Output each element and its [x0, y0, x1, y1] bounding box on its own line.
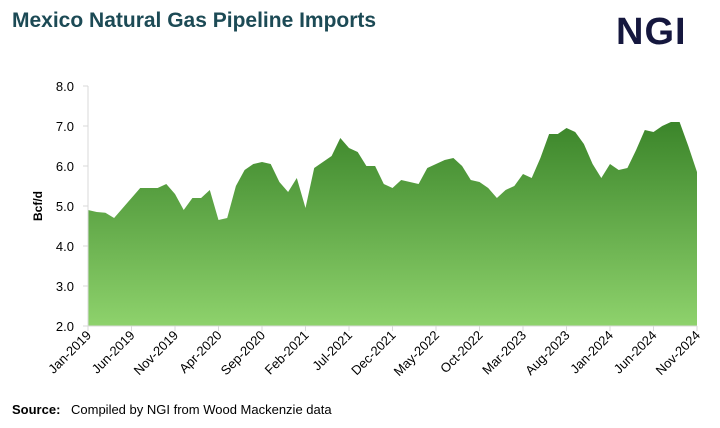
source-text: Compiled by NGI from Wood Mackenzie data [71, 402, 332, 417]
chart-title: Mexico Natural Gas Pipeline Imports [12, 9, 376, 32]
x-tick-label: Sep-2020 [218, 328, 268, 378]
x-tick-label: May-2022 [391, 328, 442, 379]
x-tick-label: Mar-2023 [479, 328, 529, 378]
logo: NGI [616, 11, 687, 53]
x-tick-label: Jan-2024 [567, 328, 616, 377]
y-tick-label: 3.0 [56, 279, 74, 294]
y-tick-label: 2.0 [56, 319, 74, 334]
y-tick-label: 5.0 [56, 199, 74, 214]
x-tick-label: Dec-2021 [348, 328, 398, 378]
x-tick-label: Apr-2020 [176, 328, 224, 376]
source-label: Source: [12, 402, 60, 417]
y-tick-label: 7.0 [56, 119, 74, 134]
x-tick-label: Feb-2021 [262, 328, 312, 378]
x-tick-label: Nov-2019 [131, 328, 181, 378]
x-tick-label: Oct-2022 [437, 328, 485, 376]
x-tick-label: Jun-2019 [89, 328, 138, 377]
area [88, 122, 697, 326]
y-axis-label: Bcf/d [31, 191, 45, 221]
y-tick-label: 4.0 [56, 239, 74, 254]
x-tick-label: Aug-2023 [522, 328, 572, 378]
x-tick-label: Nov-2024 [653, 328, 703, 378]
y-tick-label: 8.0 [56, 79, 74, 94]
x-tick-label: Jun-2024 [611, 328, 660, 377]
x-tick-label: Jan-2019 [45, 328, 94, 377]
y-tick-label: 6.0 [56, 159, 74, 174]
